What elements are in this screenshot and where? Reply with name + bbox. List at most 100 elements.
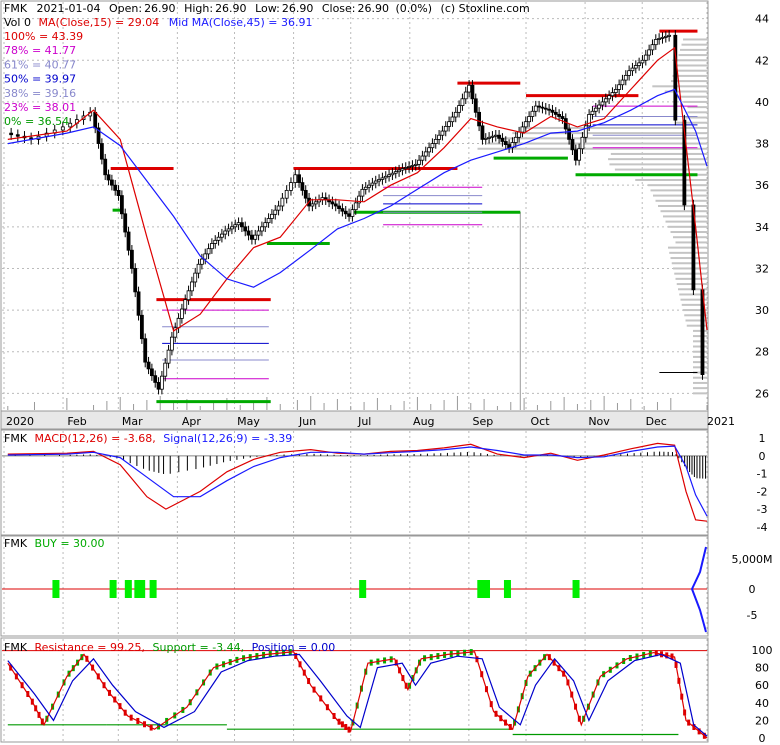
candle-body: [523, 121, 528, 128]
candle-body: [487, 136, 491, 139]
candle-body: [313, 201, 318, 205]
price-y-tick: 30: [755, 304, 769, 317]
candle-body: [179, 308, 184, 319]
volume-profile-bar: [671, 80, 708, 83]
candle-body: [284, 189, 289, 199]
candle-body: [682, 119, 687, 206]
candle-body: [437, 134, 441, 140]
candle-body: [367, 184, 371, 188]
volume-profile-bar: [685, 319, 708, 322]
volume-profile-bar: [693, 350, 708, 353]
macd-header: FMK MACD(12,26) = -3.68, Signal(12,26,9)…: [4, 432, 292, 445]
volume-profile-bar: [686, 324, 708, 327]
macd-y-tick: -2: [757, 485, 768, 498]
candle-body: [289, 182, 293, 191]
candle-body: [527, 116, 532, 123]
candle-body: [230, 226, 234, 230]
candle-body: [146, 361, 151, 370]
support-label: Support = -3.44,: [153, 641, 245, 654]
candle-body: [357, 195, 361, 204]
volume-profile-bar: [683, 309, 708, 312]
candle-body: [226, 228, 231, 232]
volume-profile-bar: [693, 392, 708, 395]
candle-body: [68, 122, 73, 128]
candle-body: [637, 62, 642, 66]
candle-body: [260, 226, 264, 232]
candle-body: [540, 106, 545, 109]
price-y-tick: 34: [755, 221, 769, 234]
buy-marker: [359, 580, 367, 598]
price-y-tick: 32: [755, 262, 769, 275]
candle-body: [216, 236, 221, 241]
buy-marker: [149, 580, 157, 598]
stoch-k-line: [7, 651, 708, 739]
volume-label: Vol 0: [4, 16, 31, 29]
candle-body: [280, 197, 285, 207]
volume-profile-bar: [653, 194, 708, 197]
stoch-y-tick: 60: [755, 679, 769, 692]
volume-profile-bar: [673, 236, 708, 239]
candle-body: [490, 135, 495, 138]
candle-body: [240, 222, 244, 228]
ma45-line: [7, 88, 708, 288]
volume-profile-bar: [693, 387, 708, 390]
volume-profile-bar: [678, 54, 708, 57]
macd-y-tick: -3: [757, 503, 768, 516]
candle-body: [270, 213, 274, 219]
candle-body: [149, 368, 154, 377]
macd-panel: [0, 429, 709, 536]
candle-body: [293, 174, 298, 183]
candle-body: [213, 239, 218, 244]
volume-profile-bar: [693, 376, 708, 379]
volume-profile-bar: [693, 329, 708, 332]
candle-body: [113, 184, 118, 191]
buy-y-tick: 0: [749, 583, 756, 596]
candle-body: [480, 125, 485, 140]
candle-body: [583, 125, 588, 138]
candle-body: [463, 91, 468, 100]
candle-body: [580, 136, 585, 150]
price-y-tick: 38: [755, 138, 769, 151]
volume-profile-bar: [668, 246, 708, 249]
header-line: FMK 2021-01-04 Open: 26.90 High: 26.90 Low…: [4, 2, 530, 15]
volume-profile-bar: [693, 345, 708, 348]
volume-profile-bar: [681, 303, 708, 306]
candle-body: [370, 182, 375, 186]
candle-body: [557, 114, 562, 117]
candle-body: [657, 38, 662, 40]
change-value: (0.0%): [396, 2, 433, 15]
volume-profile-bar: [650, 189, 708, 192]
high-value: 26.90: [215, 2, 247, 15]
macd-title: MACD(12,26) = -3.68,: [35, 432, 156, 445]
candle-body: [610, 92, 615, 97]
price-y-ticks: 26 28 30 32 34 36 38 40 42 44: [755, 13, 769, 401]
macd-lines: [2, 442, 708, 522]
macd-y-tick: -4: [757, 521, 768, 534]
volume-profile-bar: [487, 142, 708, 145]
candle-body: [393, 171, 398, 174]
candle-body: [156, 382, 161, 390]
price-y-tick: 44: [755, 13, 769, 26]
open-value: 26.90: [144, 2, 176, 15]
candle-body: [483, 137, 488, 140]
candle-body: [169, 336, 174, 351]
volume-profile-bar: [648, 184, 708, 187]
candle-body: [663, 35, 668, 38]
volume-profile-bar: [499, 137, 708, 140]
candle-body: [129, 249, 134, 269]
candle-body: [380, 177, 385, 180]
candle-body: [333, 203, 338, 207]
volume-profile-bar: [512, 132, 708, 135]
candle-body: [473, 98, 478, 113]
candle-body: [196, 263, 201, 274]
macd-y-tick: 1: [759, 432, 766, 445]
volume-profile-bar: [668, 225, 708, 228]
candle-body: [470, 84, 475, 100]
candle-body: [650, 44, 655, 51]
buy-panel: [0, 535, 709, 637]
stoch-y-tick: 80: [755, 662, 769, 675]
x-tick-label: Dec: [646, 415, 667, 428]
candle-body: [233, 224, 238, 228]
candle-body: [243, 226, 248, 232]
candle-body: [159, 375, 164, 390]
